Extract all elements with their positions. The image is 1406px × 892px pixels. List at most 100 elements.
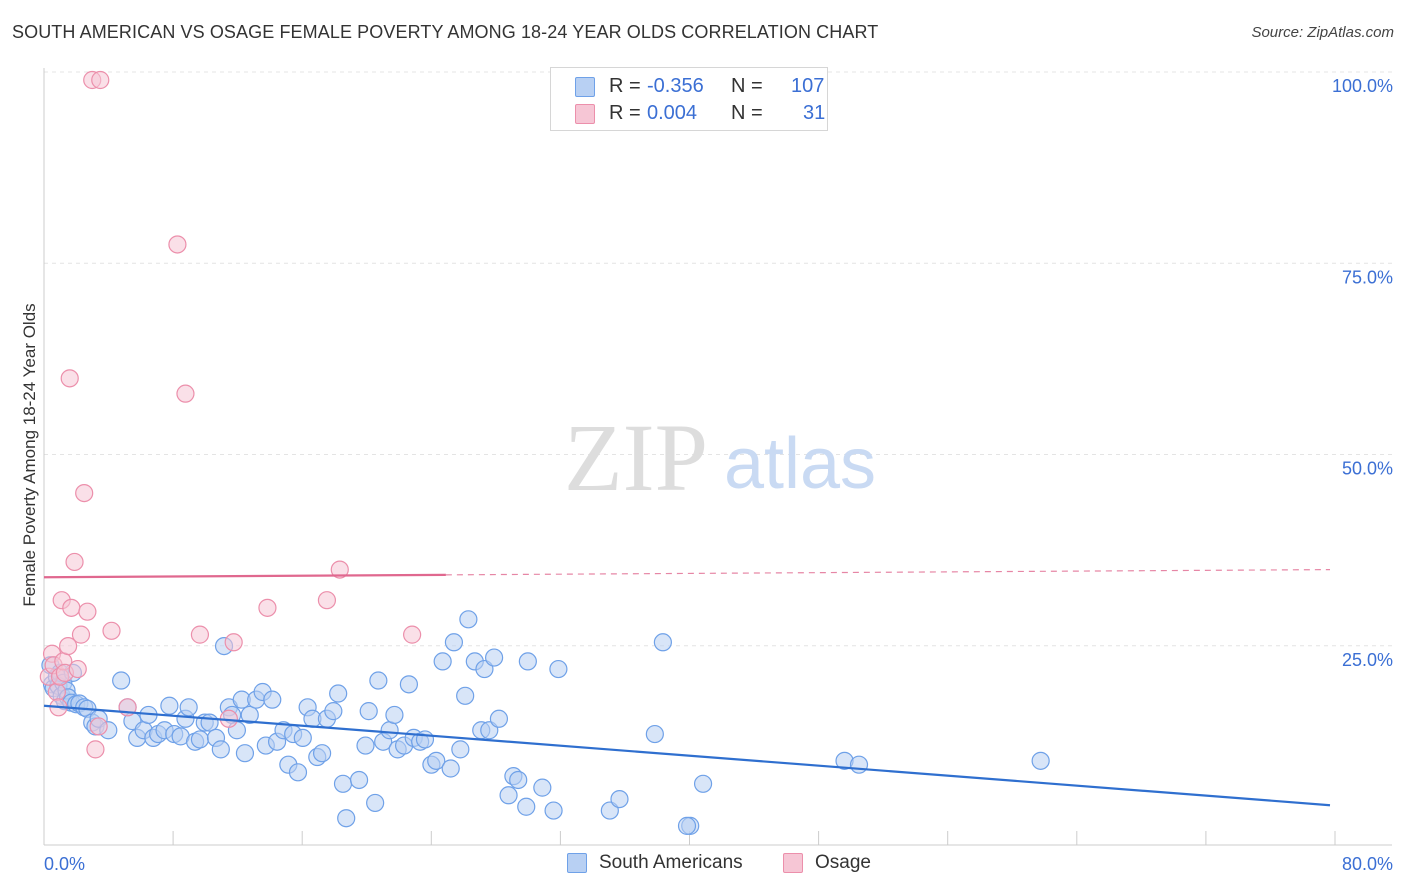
x-tick-label: 80.0% — [1342, 854, 1393, 874]
point-south-americans — [459, 610, 478, 629]
point-south-americans — [359, 702, 378, 721]
point-south-americans — [849, 755, 869, 774]
legend-swatch-osage — [575, 104, 595, 124]
point-south-americans — [211, 740, 230, 759]
point-south-americans — [200, 713, 219, 732]
point-south-americans — [324, 702, 343, 721]
y-tick-label: 100.0% — [1332, 76, 1393, 96]
point-osage — [65, 552, 84, 572]
x-tick-label: 0.0% — [44, 854, 85, 874]
point-osage — [317, 591, 337, 610]
point-south-americans — [544, 801, 563, 820]
legend-r-label: R = — [609, 102, 641, 124]
y-tick-label: 25.0% — [1342, 650, 1393, 670]
bottom-legend-label-south-americans: South Americans — [599, 852, 743, 873]
legend-r-label: R = — [609, 75, 641, 97]
tick-labels: 25.0% 50.0% 75.0% 100.0% 0.0% 80.0% — [44, 76, 1393, 874]
point-south-americans — [263, 690, 282, 709]
data-points — [39, 70, 1050, 835]
legend-swatch-south-americans — [575, 77, 595, 97]
point-south-americans — [240, 705, 259, 725]
point-south-americans — [653, 633, 672, 652]
point-south-americans — [380, 721, 399, 740]
watermark-atlas: atlas — [724, 424, 876, 504]
point-south-americans — [337, 809, 356, 828]
chart-title: SOUTH AMERICAN VS OSAGE FEMALE POVERTY A… — [12, 22, 879, 42]
legend-r-value: -0.356 — [647, 75, 704, 97]
point-south-americans — [433, 652, 452, 671]
point-south-americans — [533, 778, 552, 797]
legend-n-label: N = — [731, 75, 763, 97]
bottom-legend-swatch-south-americans — [567, 853, 587, 873]
point-south-americans — [288, 763, 308, 782]
trend-line-osage-extrapolated — [445, 568, 1331, 576]
point-south-americans — [509, 770, 528, 790]
point-south-americans — [112, 671, 131, 690]
point-south-americans — [489, 709, 509, 728]
point-osage — [91, 70, 110, 90]
point-south-americans — [369, 671, 388, 690]
point-south-americans — [366, 793, 385, 813]
point-south-americans — [610, 789, 629, 809]
point-south-americans — [356, 736, 375, 755]
watermark: ZIP atlas — [564, 404, 876, 511]
point-south-americans — [1031, 751, 1050, 770]
point-south-americans — [456, 686, 475, 705]
point-south-americans — [399, 675, 419, 694]
point-south-americans — [444, 633, 464, 652]
legend-n-value: 107 — [791, 75, 825, 97]
point-south-americans — [645, 724, 664, 744]
point-osage — [68, 659, 87, 679]
point-south-americans — [427, 751, 446, 770]
point-osage — [59, 636, 78, 656]
bottom-legend-swatch-osage — [783, 853, 803, 873]
point-south-americans — [385, 705, 404, 725]
point-south-americans — [329, 684, 348, 703]
point-osage — [330, 560, 349, 579]
point-south-americans — [441, 759, 460, 778]
axes — [43, 68, 1392, 846]
point-south-americans — [485, 648, 504, 667]
point-south-americans — [499, 786, 518, 805]
point-south-americans — [518, 652, 537, 671]
point-south-americans — [415, 730, 435, 749]
legend-n-label: N = — [731, 102, 763, 124]
point-osage — [190, 625, 210, 644]
point-south-americans — [549, 659, 568, 679]
point-south-americans — [312, 744, 332, 763]
point-osage — [60, 369, 79, 388]
source-credit: Source: ZipAtlas.com — [1251, 24, 1394, 41]
watermark-zip: ZIP — [564, 404, 708, 511]
point-osage — [176, 384, 195, 403]
point-south-americans — [693, 774, 713, 793]
legend-n-value: 31 — [803, 102, 826, 124]
point-south-americans — [517, 797, 536, 816]
bottom-legend-label-osage: Osage — [815, 852, 871, 873]
point-osage — [224, 633, 243, 652]
point-osage — [102, 621, 121, 640]
point-south-americans — [293, 728, 312, 748]
point-south-americans — [349, 770, 369, 790]
point-osage — [78, 602, 97, 621]
point-south-americans — [333, 774, 353, 793]
gridlines — [44, 71, 1392, 647]
correlation-legend: R = -0.356 N = 107 R = 0.004 N = 31 — [550, 67, 828, 131]
legend-r-value: 0.004 — [647, 102, 698, 124]
point-osage — [71, 625, 91, 644]
y-tick-label: 50.0% — [1342, 459, 1393, 479]
trend-line-osage — [43, 573, 446, 579]
y-tick-label: 75.0% — [1342, 267, 1393, 287]
point-south-americans — [160, 696, 179, 715]
y-axis-label: Female Poverty Among 18-24 Year Olds — [20, 303, 39, 606]
point-osage — [75, 484, 94, 503]
point-osage — [168, 235, 187, 254]
trend-lines — [43, 568, 1331, 807]
point-south-americans — [451, 740, 470, 759]
point-osage — [258, 598, 277, 617]
point-south-americans — [677, 816, 697, 835]
point-osage — [47, 682, 66, 702]
point-osage — [403, 625, 422, 644]
point-osage — [86, 740, 105, 759]
point-south-americans — [190, 730, 210, 749]
